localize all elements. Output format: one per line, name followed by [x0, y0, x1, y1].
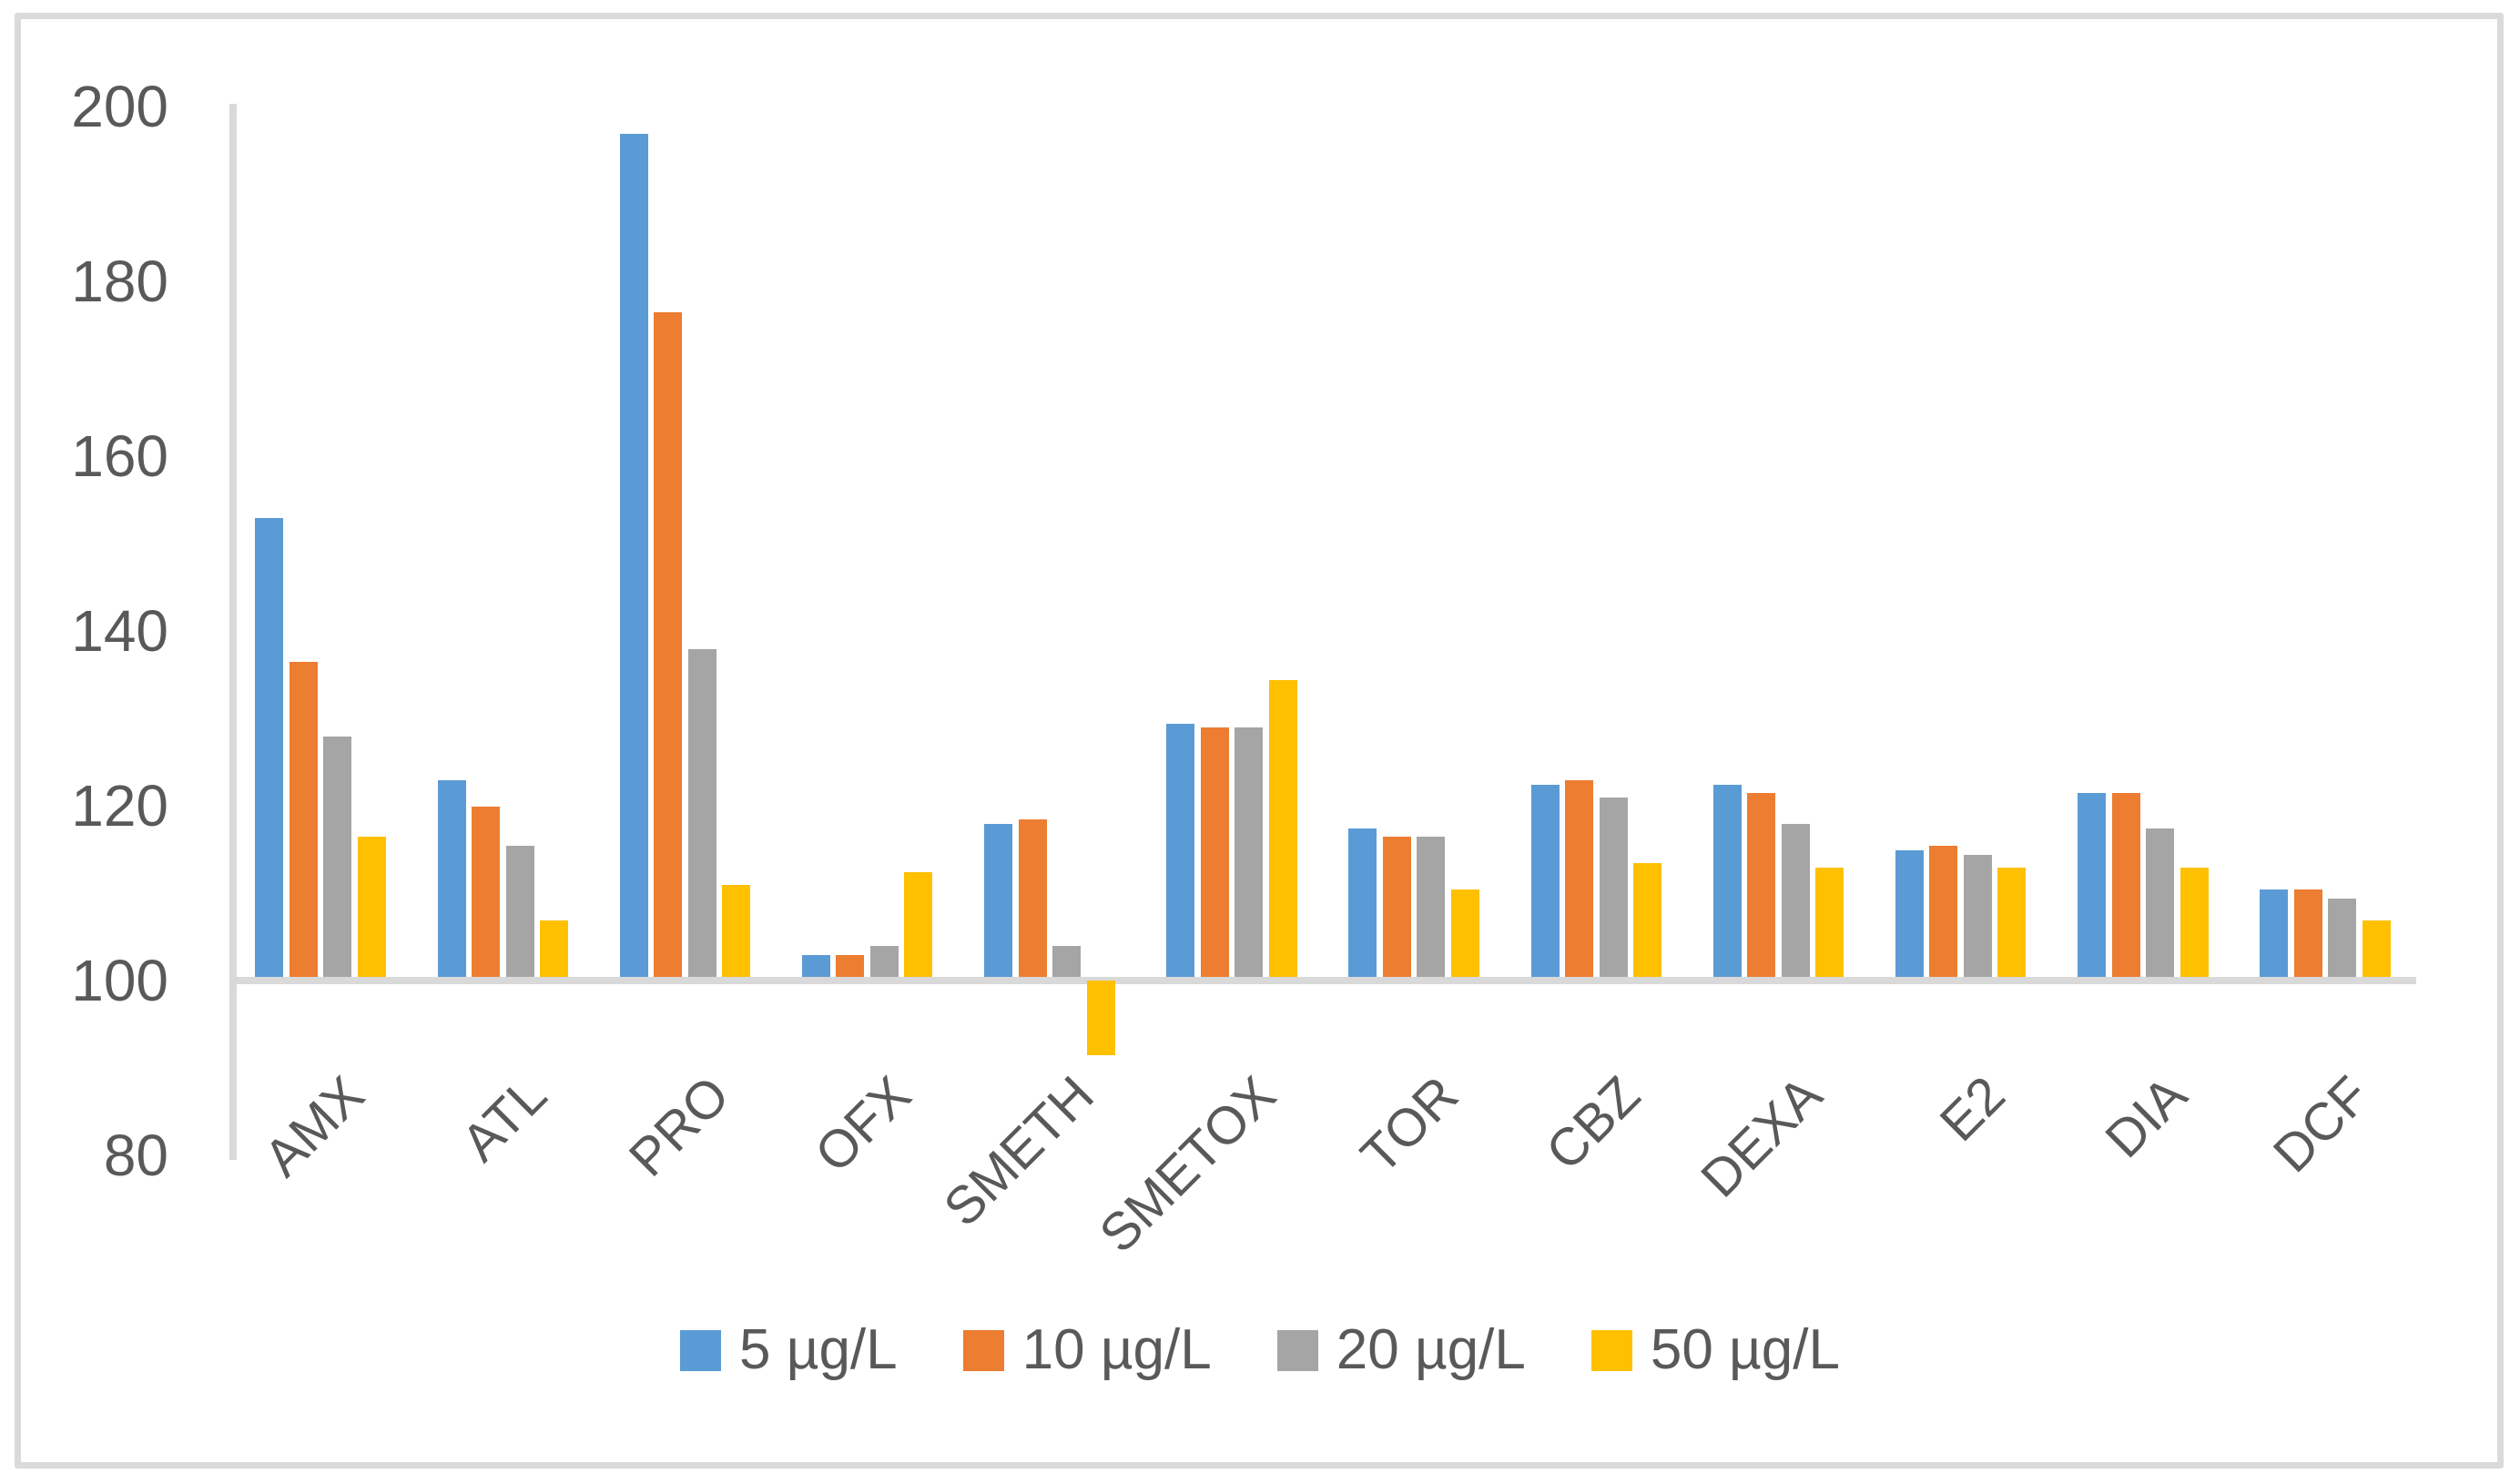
bar-cbz-5µg/L [1530, 784, 1560, 977]
legend-label: 50 µg/L [1650, 1318, 1840, 1381]
bar-pro-5µg/L [619, 133, 648, 977]
legend-item-10µg/L: 10 µg/L [962, 1318, 1212, 1382]
bar-tor-50µg/L [1450, 889, 1479, 977]
bar-smeth-20µg/L [1052, 946, 1081, 977]
legend: 5 µg/L 10 µg/L 20 µg/L 50 µg/L [0, 1318, 2520, 1382]
bar-dcf-20µg/L [2328, 898, 2357, 977]
bar-cbz-10µg/L [1565, 780, 1593, 977]
bar-ofx-5µg/L [801, 955, 830, 977]
legend-label: 5 µg/L [739, 1318, 898, 1381]
y-tick-label-160: 160 [71, 423, 168, 489]
legend-item-50µg/L: 50 µg/L [1590, 1318, 1840, 1382]
bar-dcf-10µg/L [2293, 889, 2322, 977]
bar-tor-5µg/L [1348, 828, 1377, 977]
bar-cbz-50µg/L [1633, 863, 1661, 977]
bar-dcf-50µg/L [2362, 920, 2391, 977]
y-tick-label-180: 180 [71, 249, 168, 314]
legend-item-5µg/L: 5 µg/L [680, 1318, 898, 1382]
legend-swatch-icon [962, 1329, 1004, 1371]
bar-dia-20µg/L [2146, 828, 2174, 977]
y-tick-label-100: 100 [71, 948, 168, 1013]
bar-pro-50µg/L [722, 885, 751, 977]
bar-smeth-10µg/L [1018, 819, 1047, 977]
legend-swatch-icon [1590, 1329, 1632, 1371]
bar-smetox-10µg/L [1200, 727, 1229, 977]
bar-atl-5µg/L [437, 780, 466, 977]
bar-atl-50µg/L [540, 920, 568, 977]
bar-dia-50µg/L [2180, 868, 2209, 977]
bar-e2-10µg/L [1929, 846, 1958, 977]
legend-swatch-icon [680, 1329, 722, 1371]
bar-tor-10µg/L [1382, 837, 1411, 977]
bar-smetox-5µg/L [1166, 723, 1195, 977]
bar-ofx-20µg/L [869, 946, 899, 977]
bar-amx-5µg/L [255, 518, 284, 977]
y-tick-label-140: 140 [71, 598, 168, 664]
bar-atl-10µg/L [472, 806, 500, 977]
bar-amx-10µg/L [289, 662, 318, 977]
bar-dexa-50µg/L [1815, 868, 1844, 977]
bar-ofx-10µg/L [836, 955, 865, 977]
bar-smeth-50µg/L [1086, 981, 1115, 1055]
y-axis-line [229, 104, 237, 1160]
y-tick-label-200: 200 [71, 74, 168, 139]
legend-swatch-icon [1276, 1329, 1318, 1371]
bar-dia-10µg/L [2111, 793, 2140, 977]
bar-dexa-20µg/L [1781, 824, 1810, 977]
bar-dcf-5µg/L [2260, 889, 2289, 977]
bar-dia-5µg/L [2078, 793, 2106, 977]
legend-item-20µg/L: 20 µg/L [1276, 1318, 1526, 1382]
x-axis-baseline [229, 977, 2416, 984]
bar-tor-20µg/L [1417, 837, 1446, 977]
bar-e2-20µg/L [1963, 854, 1992, 977]
legend-label: 10 µg/L [1021, 1318, 1212, 1381]
y-tick-label-120: 120 [71, 773, 168, 839]
bar-dexa-5µg/L [1712, 784, 1742, 977]
bar-pro-10µg/L [654, 312, 683, 977]
bar-ofx-50µg/L [904, 871, 933, 977]
bar-amx-50µg/L [357, 837, 386, 977]
bar-dexa-10µg/L [1747, 793, 1776, 977]
bar-smeth-5µg/L [984, 824, 1012, 977]
bar-smetox-20µg/L [1235, 727, 1264, 977]
bar-pro-20µg/L [687, 649, 716, 977]
bar-smetox-50µg/L [1268, 679, 1297, 977]
bar-cbz-20µg/L [1599, 798, 1628, 977]
y-tick-label-80: 80 [103, 1123, 168, 1188]
legend-label: 20 µg/L [1336, 1318, 1526, 1381]
bar-atl-20µg/L [505, 846, 534, 977]
bar-e2-50µg/L [1997, 868, 2027, 977]
bar-amx-20µg/L [323, 737, 352, 977]
figure-border [15, 13, 2504, 1469]
bar-e2-5µg/L [1895, 849, 1924, 977]
